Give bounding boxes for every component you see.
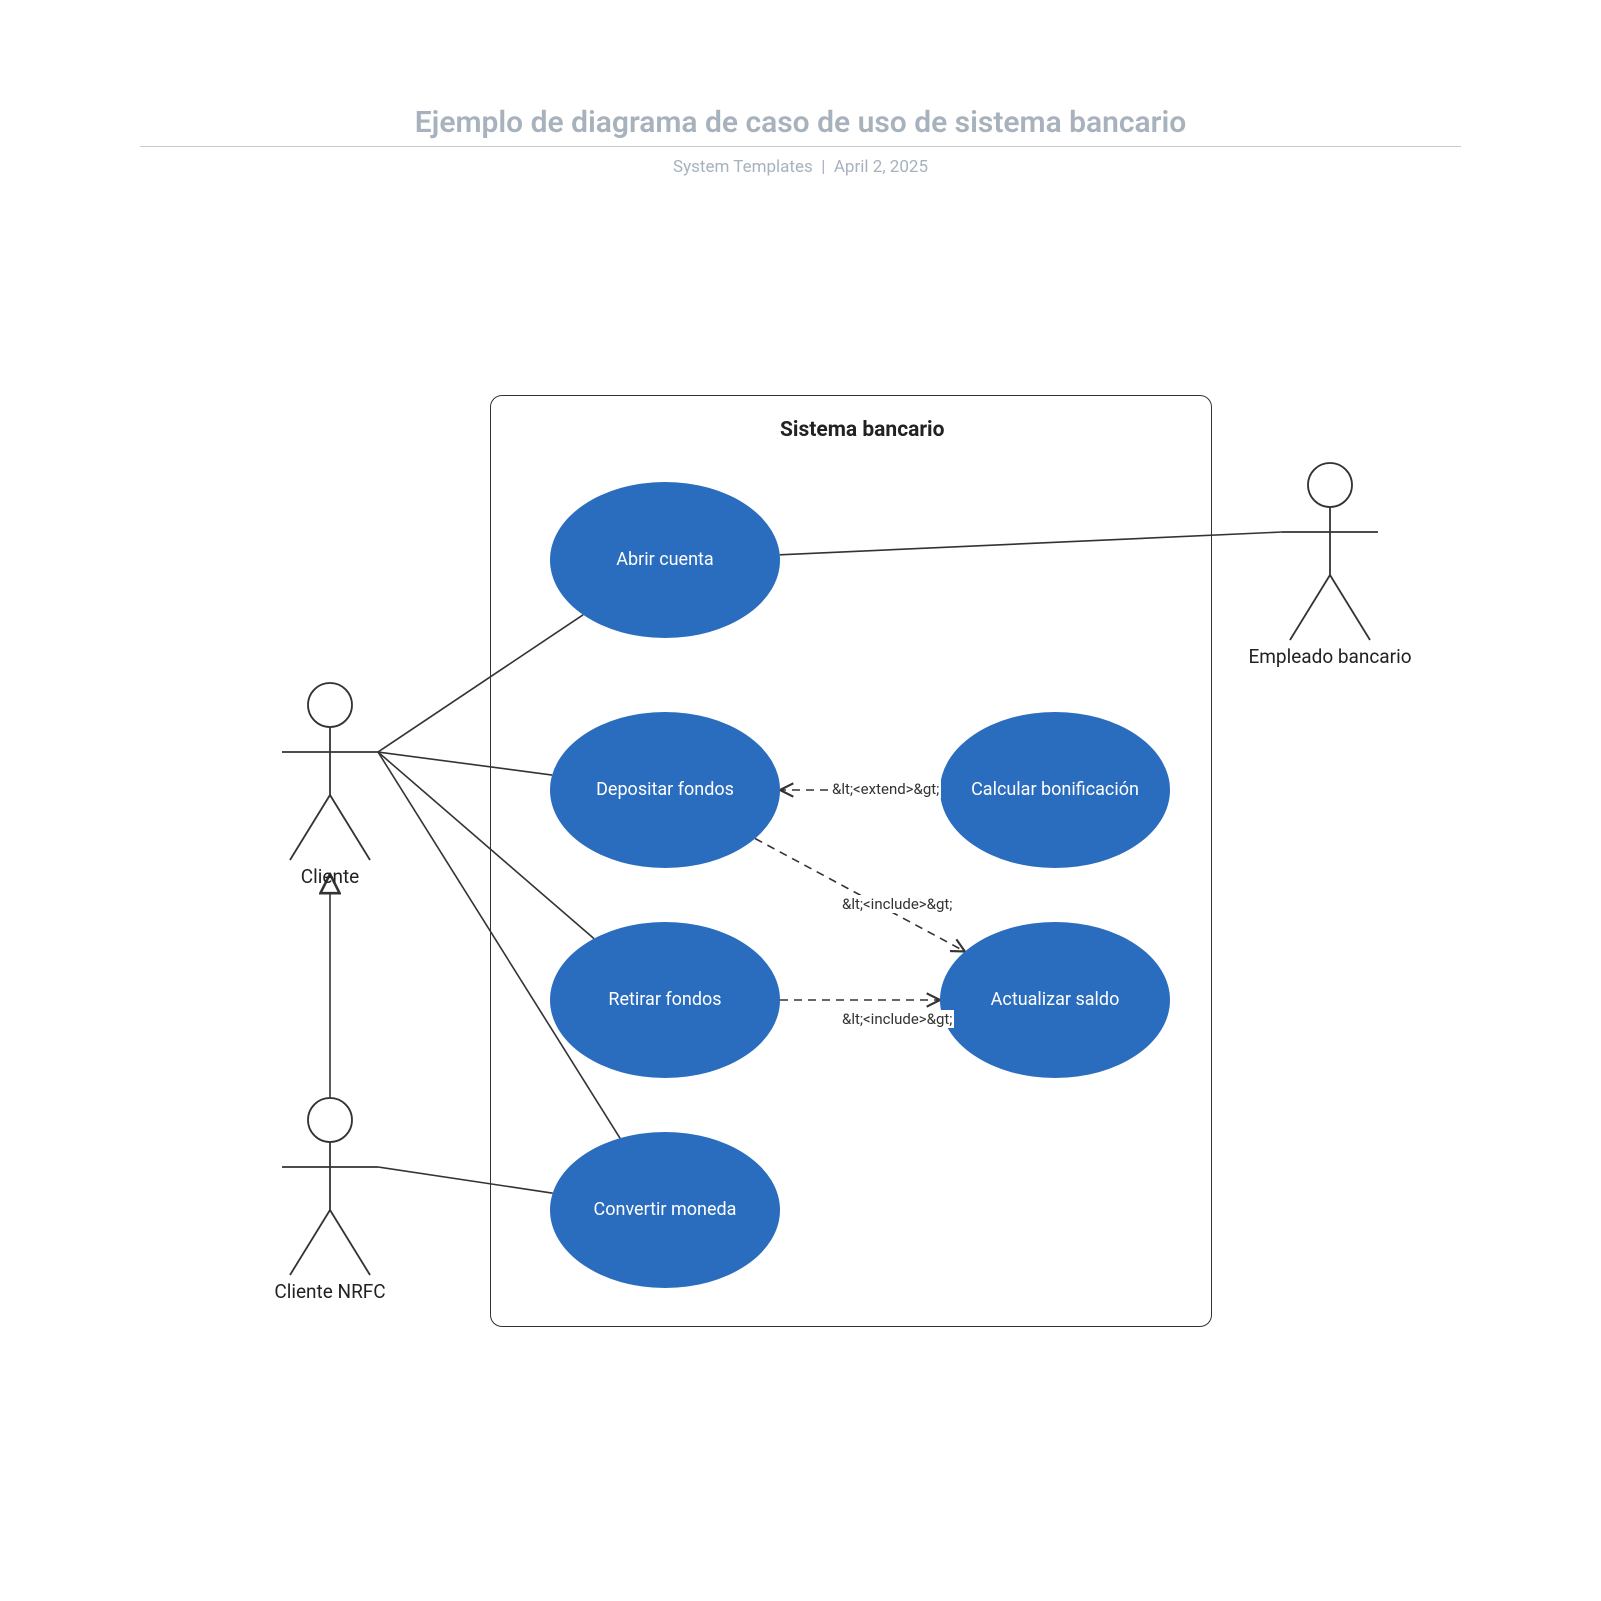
diagram-html-layer: Sistema bancario Abrir cuenta Depositar fo… <box>0 0 1601 1601</box>
usecase-depositar: Depositar fondos <box>550 712 780 868</box>
actor-label-empleado: Empleado bancario <box>1220 645 1440 668</box>
usecase-convertir: Convertir moneda <box>550 1132 780 1288</box>
actor-label-nrfc: Cliente NRFC <box>220 1280 440 1303</box>
actor-label-cliente: Cliente <box>220 865 440 888</box>
usecase-saldo: Actualizar saldo <box>940 922 1170 1078</box>
dep-label-retirar-saldo: &lt;<include>&gt; <box>840 1010 954 1028</box>
dep-label-bonif-depositar: &lt;<extend>&gt; <box>830 780 941 798</box>
usecase-retirar: Retirar fondos <box>550 922 780 1078</box>
diagram-page: Ejemplo de diagrama de caso de uso de si… <box>0 0 1601 1601</box>
system-boundary-title: Sistema bancario <box>780 418 944 442</box>
dep-label-depositar-saldo: &lt;<include>&gt; <box>840 895 954 913</box>
usecase-abrir: Abrir cuenta <box>550 482 780 638</box>
usecase-bonif: Calcular bonificación <box>940 712 1170 868</box>
